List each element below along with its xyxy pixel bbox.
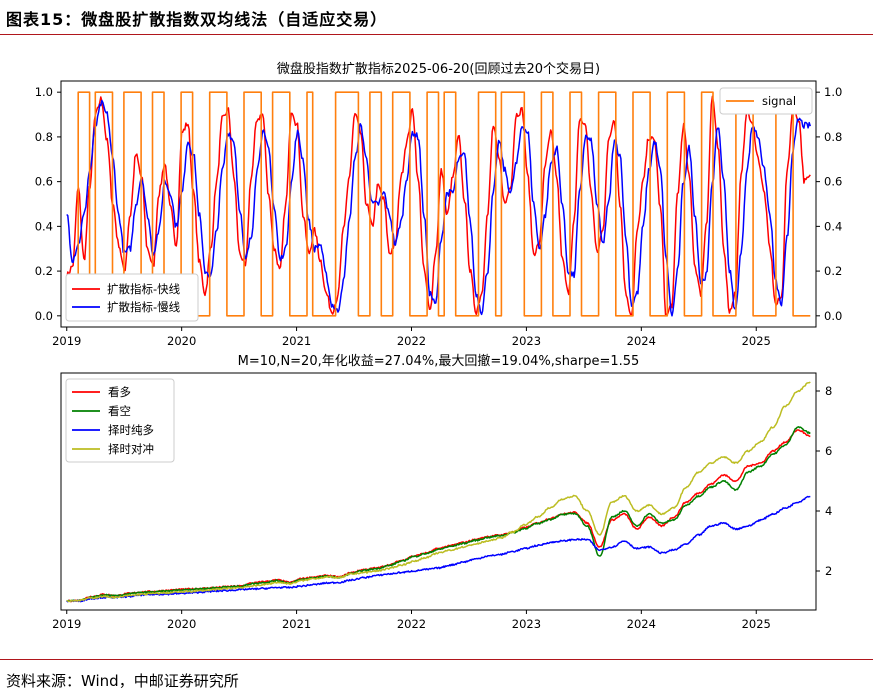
x-tick-label: 2023 (512, 617, 541, 631)
y-tick-label: 0.6 (35, 175, 53, 189)
source-note: 资料来源：Wind，中邮证券研究所 (6, 672, 239, 690)
x-tick-label: 2024 (627, 617, 656, 631)
x-tick-label: 2019 (52, 334, 81, 348)
legend-box (719, 87, 813, 115)
y-tick-label: 1.0 (35, 85, 53, 99)
plot-frame (60, 372, 817, 611)
y2-tick-label: 1.0 (824, 85, 842, 99)
x-tick-label: 2022 (397, 617, 426, 631)
bottom-rule (0, 659, 873, 660)
x-tick-label: 2020 (167, 617, 196, 631)
legend-label: signal (762, 94, 796, 108)
series-2-line (66, 91, 811, 317)
legend-label: 扩散指标-慢线 (107, 300, 181, 314)
legend-label: 看多 (108, 385, 131, 399)
series-1-line (66, 426, 811, 603)
chart-title: M=10,N=20,年化收益=27.04%,最大回撤=19.04%,sharpe… (238, 353, 640, 369)
x-tick-label: 2019 (52, 617, 81, 631)
y-tick-label: 0.8 (35, 130, 53, 144)
y2-tick-label: 4 (825, 504, 832, 518)
legend-box (65, 378, 175, 463)
y2-tick-label: 8 (825, 384, 832, 398)
y2-tick-label: 0.4 (824, 219, 842, 233)
y-tick-label: 0.4 (35, 219, 53, 233)
y2-tick-label: 2 (825, 564, 832, 578)
y2-tick-label: 0.6 (824, 175, 842, 189)
legend-label: 扩散指标-快线 (107, 282, 181, 296)
x-tick-label: 2020 (167, 334, 196, 348)
top-rule (0, 34, 873, 35)
figure-title: 图表15：微盘股扩散指数双均线法（自适应交易） (6, 10, 388, 29)
chart-title: 微盘股指数扩散指标2025-06-20(回顾过去20个交易日) (277, 61, 600, 77)
x-tick-label: 2023 (512, 334, 541, 348)
x-tick-label: 2021 (282, 617, 311, 631)
y2-tick-label: 0.8 (824, 130, 842, 144)
y2-tick-label: 0.2 (824, 264, 842, 278)
y-tick-label: 0.2 (35, 264, 53, 278)
y2-tick-label: 6 (825, 444, 832, 458)
plot-frame (60, 80, 817, 328)
legend-upper-right: signal (719, 87, 813, 115)
x-tick-label: 2024 (627, 334, 656, 348)
series-0-line (66, 429, 811, 603)
y2-tick-label: 0.0 (824, 309, 842, 323)
x-tick-label: 2022 (397, 334, 426, 348)
legend-box (65, 273, 199, 322)
series-3-line (66, 381, 811, 603)
legend-label: 看空 (108, 404, 131, 418)
x-tick-label: 2025 (742, 334, 771, 348)
x-tick-label: 2021 (282, 334, 311, 348)
legend-label: 择时纯多 (108, 423, 154, 437)
x-tick-label: 2025 (742, 617, 771, 631)
legend-label: 择时对冲 (108, 442, 154, 456)
y-tick-label: 0.0 (35, 309, 53, 323)
